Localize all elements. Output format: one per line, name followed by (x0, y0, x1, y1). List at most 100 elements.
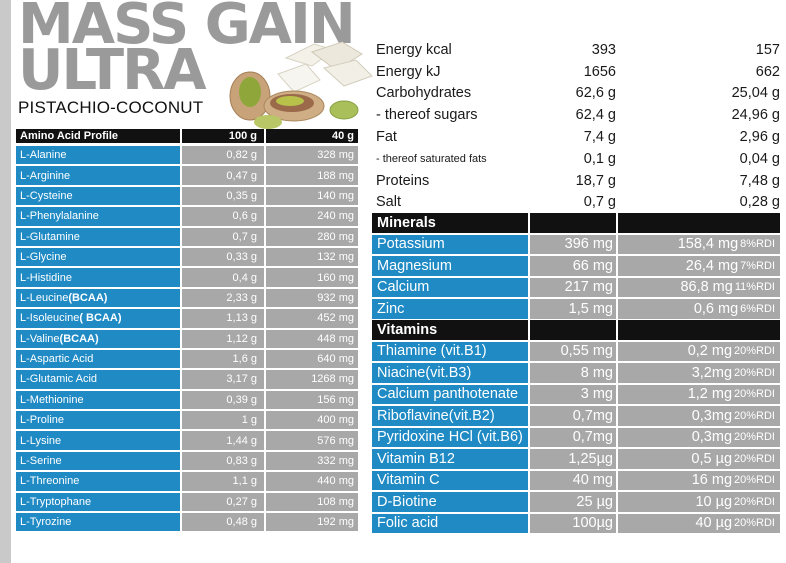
vitamins-value-40g: 3,2mg (691, 364, 733, 381)
amino-value-100g: 1,44 g (182, 431, 266, 452)
amino-name: L-Histidine (20, 271, 72, 284)
vitamins-rdi: 20%RDI (734, 345, 775, 358)
amino-value-100g: 0,7 g (182, 227, 266, 248)
amino-value-40g: 140 mg (266, 186, 358, 208)
nutrition-label: - thereof sugars (376, 107, 478, 124)
vitamins-value-40g-cell: 16 mg 20%RDI (618, 470, 780, 492)
minerals-value-100g: 66 mg (530, 256, 618, 278)
vitamins-value-100g: 100µg (530, 513, 618, 535)
amino-header-100g: 100 g (182, 129, 266, 145)
minerals-rdi: 7%RDI (740, 259, 775, 272)
nutrition-value-100g: 0,1 g (583, 150, 616, 167)
vitamins-value-40g-cell: 10 µg 20%RDI (618, 492, 780, 514)
amino-name-cell: L-Lysine (16, 431, 182, 452)
amino-value-100g: 1,6 g (182, 349, 266, 371)
amino-row: L-Serine 0,83 g 332 mg (16, 451, 358, 473)
amino-value-100g: 0,27 g (182, 492, 266, 514)
amino-row: L-Leucine (BCAA) 2,33 g 932 mg (16, 288, 358, 310)
vitamins-value-40g-cell: 0,3mg 20%RDI (618, 427, 780, 449)
amino-name-cell: L-Histidine (16, 268, 182, 289)
vitamins-value-100g: 25 µg (530, 492, 618, 514)
minerals-rdi: 6%RDI (740, 302, 775, 315)
amino-value-100g: 0,6 g (182, 207, 266, 228)
vitamins-value-100g: 8 mg (530, 363, 618, 385)
nutrition-label: Energy kJ (376, 63, 441, 80)
nutrition-label: Fat (376, 129, 397, 146)
amino-name-cell: L-Proline (16, 411, 182, 432)
vitamins-name: Riboflavine(vit.B2) (372, 406, 530, 428)
nutrition-value-40g: 0,04 g (739, 150, 780, 167)
amino-row: L-Arginine 0,47 g 188 mg (16, 166, 358, 187)
vitamins-row: Thiamine (vit.B1) 0,55 mg 0,2 mg 20%RDI (372, 341, 780, 363)
minerals-body: Potassium 396 mg 158,4 mg 8%RDI Magnesium 66 … (372, 234, 780, 321)
amino-name-cell: L-Methionine (16, 390, 182, 412)
amino-name: L-Leucine (20, 291, 69, 304)
amino-name: L-Serine (20, 455, 62, 468)
minerals-value-40g-cell: 26,4 mg 7%RDI (618, 256, 780, 278)
minerals-value-40g: 158,4 mg (677, 236, 739, 253)
minerals-value-40g: 26,4 mg (685, 257, 739, 274)
amino-name: L-Methionine (20, 393, 84, 406)
amino-name: L-Arginine (20, 169, 71, 182)
amino-name-cell: L-Aspartic Acid (16, 349, 182, 371)
amino-value-100g: 3,17 g (182, 370, 266, 391)
vitamins-rdi: 20%RDI (734, 495, 775, 508)
nutrition-label: Salt (376, 194, 401, 211)
minerals-rdi: 8%RDI (740, 238, 775, 251)
amino-value-100g: 1,1 g (182, 472, 266, 493)
amino-name-cell: L-Leucine (BCAA) (16, 288, 182, 310)
amino-name-cell: L-Serine (16, 451, 182, 473)
amino-value-40g: 452 mg (266, 309, 358, 330)
vitamins-rdi: 20%RDI (734, 452, 775, 465)
vitamins-value-100g: 40 mg (530, 470, 618, 492)
vitamins-rdi: 20%RDI (734, 388, 775, 401)
amino-name-cell: L-Glycine (16, 247, 182, 269)
nutrition-value-100g: 7,4 g (583, 129, 616, 146)
minerals-name: Zinc (372, 299, 530, 321)
amino-row: L-Histidine 0,4 g 160 mg (16, 268, 358, 289)
nutrition-value-100g: 62,6 g (575, 85, 616, 102)
amino-value-40g: 132 mg (266, 247, 358, 269)
minerals-value-40g: 0,6 mg (693, 300, 739, 317)
amino-value-100g: 0,4 g (182, 268, 266, 289)
bcaa-tag: ( BCAA) (79, 312, 122, 325)
amino-value-100g: 1 g (182, 411, 266, 432)
amino-value-100g: 1,13 g (182, 309, 266, 330)
minerals-row: Magnesium 66 mg 26,4 mg 7%RDI (372, 256, 780, 278)
nutrition-row: Energy kcal 393 157 (376, 39, 780, 61)
vitamins-value-100g: 3 mg (530, 384, 618, 406)
nutrition-row: Proteins 18,7 g 7,48 g (376, 170, 780, 192)
vitamins-row: Calcium panthotenate 3 mg 1,2 mg 20%RDI (372, 384, 780, 406)
vitamins-row: D-Biotine 25 µg 10 µg 20%RDI (372, 492, 780, 514)
vitamins-row: Pyridoxine HCl (vit.B6) 0,7mg 0,3mg 20%RDI (372, 427, 780, 449)
amino-name: L-Lysine (20, 434, 62, 447)
vitamins-rdi: 20%RDI (734, 366, 775, 379)
minerals-row: Calcium 217 mg 86,8 mg 11%RDI (372, 277, 780, 299)
amino-name-cell: L-Tyrozine (16, 513, 182, 534)
nutrition-row: - thereof saturated fats 0,1 g 0,04 g (376, 148, 780, 170)
brand-block: MASS GAIN ULTRA PISTACHIO-COCONUT (18, 0, 356, 118)
amino-value-40g: 160 mg (266, 268, 358, 289)
amino-row: L-Proline 1 g 400 mg (16, 411, 358, 432)
amino-value-100g: 0,48 g (182, 513, 266, 534)
vitamins-row: Riboflavine(vit.B2) 0,7mg 0,3mg 20%RDI (372, 406, 780, 428)
amino-value-40g: 332 mg (266, 451, 358, 473)
nutrition-row: Salt 0,7 g 0,28 g (376, 192, 780, 214)
minerals-value-100g: 1,5 mg (530, 299, 618, 321)
amino-value-100g: 0,35 g (182, 186, 266, 208)
amino-row: L-Phenylalanine 0,6 g 240 mg (16, 207, 358, 228)
vitamins-table: Vitamins Thiamine (vit.B1) 0,55 mg 0,2 mg 2… (372, 320, 780, 535)
nutrition-label: Proteins (376, 172, 430, 189)
vitamins-value-100g: 0,7mg (530, 406, 618, 428)
amino-name: L-Proline (20, 414, 65, 427)
nutrition-value-100g: 62,4 g (575, 107, 616, 124)
amino-name: L-Valine (20, 332, 60, 345)
amino-name-cell: L-Isoleucine ( BCAA) (16, 309, 182, 330)
amino-name-cell: L-Phenylalanine (16, 207, 182, 228)
amino-name: L-Glycine (20, 251, 67, 264)
amino-value-40g: 1268 mg (266, 370, 358, 391)
amino-value-40g: 440 mg (266, 472, 358, 493)
product-title-line1: MASS GAIN (18, 0, 356, 57)
vitamins-value-100g: 0,7mg (530, 427, 618, 449)
vitamins-value-40g: 0,3mg (691, 407, 733, 424)
